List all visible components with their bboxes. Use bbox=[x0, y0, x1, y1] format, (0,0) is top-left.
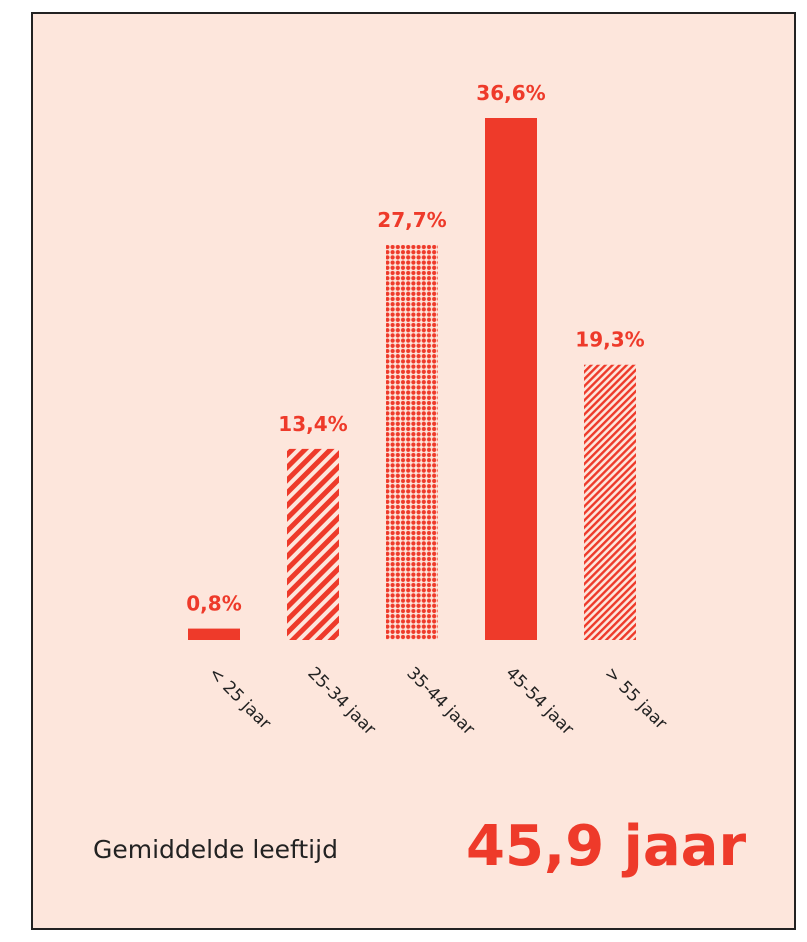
value-label: 13,4% bbox=[278, 412, 347, 436]
bar bbox=[188, 628, 240, 640]
bar bbox=[287, 448, 339, 640]
value-label: 27,7% bbox=[377, 208, 446, 232]
bar bbox=[584, 364, 636, 640]
value-label: 19,3% bbox=[575, 328, 644, 352]
value-label: 0,8% bbox=[186, 592, 241, 616]
bar bbox=[386, 244, 438, 640]
value-label: 36,6% bbox=[476, 81, 545, 105]
average-label: Gemiddelde leeftijd bbox=[93, 835, 338, 864]
average-value: 45,9 jaar bbox=[466, 814, 746, 879]
bar bbox=[485, 118, 537, 640]
